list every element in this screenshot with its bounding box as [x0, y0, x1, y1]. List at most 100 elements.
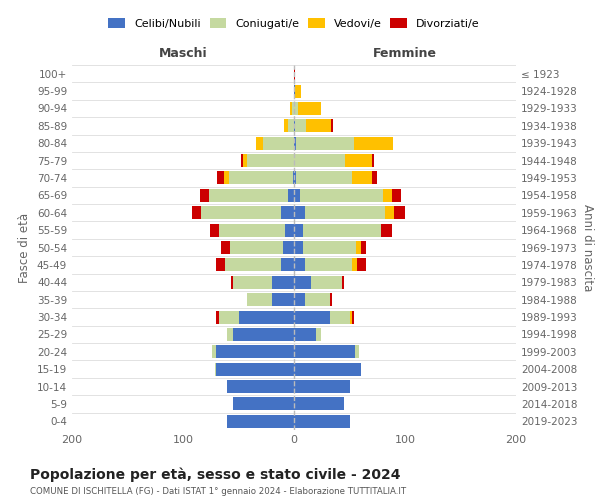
- Bar: [233, 328, 294, 341]
- Bar: [306, 120, 331, 132]
- Bar: [294, 241, 303, 254]
- Bar: [294, 120, 295, 132]
- Bar: [192, 206, 201, 220]
- Bar: [227, 328, 233, 341]
- Bar: [331, 120, 333, 132]
- Bar: [303, 241, 356, 254]
- Bar: [294, 380, 349, 393]
- Bar: [224, 172, 229, 184]
- Bar: [241, 154, 243, 167]
- Bar: [201, 206, 281, 220]
- Bar: [217, 258, 225, 272]
- Bar: [385, 206, 394, 220]
- Bar: [329, 310, 349, 324]
- Bar: [295, 120, 306, 132]
- Bar: [299, 189, 383, 202]
- Bar: [227, 415, 294, 428]
- Bar: [296, 172, 352, 184]
- Bar: [294, 415, 349, 428]
- Bar: [263, 136, 294, 149]
- Bar: [295, 84, 301, 98]
- Bar: [229, 172, 293, 184]
- Bar: [230, 241, 283, 254]
- Bar: [352, 258, 357, 272]
- Bar: [352, 172, 372, 184]
- Bar: [212, 346, 217, 358]
- Bar: [233, 276, 272, 289]
- Bar: [294, 398, 344, 410]
- Bar: [305, 206, 385, 220]
- Bar: [256, 136, 263, 149]
- Bar: [357, 258, 366, 272]
- Bar: [231, 276, 233, 289]
- Bar: [217, 172, 224, 184]
- Bar: [294, 224, 303, 236]
- Bar: [303, 224, 380, 236]
- Bar: [289, 120, 294, 132]
- Bar: [200, 189, 209, 202]
- Bar: [372, 172, 377, 184]
- Bar: [349, 310, 352, 324]
- Bar: [227, 380, 294, 393]
- Bar: [294, 84, 295, 98]
- Bar: [316, 328, 320, 341]
- Bar: [305, 258, 352, 272]
- Bar: [290, 102, 292, 115]
- Bar: [294, 310, 329, 324]
- Bar: [239, 310, 294, 324]
- Bar: [225, 258, 281, 272]
- Bar: [311, 276, 342, 289]
- Bar: [209, 224, 218, 236]
- Bar: [361, 241, 366, 254]
- Bar: [216, 310, 218, 324]
- Y-axis label: Fasce di età: Fasce di età: [19, 212, 31, 282]
- Bar: [294, 189, 299, 202]
- Bar: [272, 293, 294, 306]
- Text: Popolazione per età, sesso e stato civile - 2024: Popolazione per età, sesso e stato civil…: [30, 468, 401, 482]
- Bar: [218, 224, 285, 236]
- Bar: [294, 154, 345, 167]
- Bar: [355, 346, 359, 358]
- Bar: [243, 154, 247, 167]
- Bar: [281, 206, 294, 220]
- Bar: [233, 398, 294, 410]
- Bar: [305, 293, 329, 306]
- Bar: [221, 241, 230, 254]
- Bar: [294, 346, 355, 358]
- Legend: Celibi/Nubili, Coniugati/e, Vedovi/e, Divorziati/e: Celibi/Nubili, Coniugati/e, Vedovi/e, Di…: [104, 14, 484, 34]
- Bar: [294, 206, 305, 220]
- Text: COMUNE DI ISCHITELLA (FG) - Dati ISTAT 1° gennaio 2024 - Elaborazione TUTTITALIA: COMUNE DI ISCHITELLA (FG) - Dati ISTAT 1…: [30, 487, 406, 496]
- Y-axis label: Anni di nascita: Anni di nascita: [581, 204, 594, 291]
- Bar: [289, 189, 294, 202]
- Bar: [293, 172, 294, 184]
- Bar: [284, 120, 289, 132]
- Bar: [294, 258, 305, 272]
- Bar: [383, 189, 392, 202]
- Bar: [285, 224, 294, 236]
- Bar: [294, 276, 311, 289]
- Bar: [294, 136, 296, 149]
- Bar: [294, 102, 298, 115]
- Bar: [294, 67, 295, 80]
- Bar: [392, 189, 401, 202]
- Bar: [394, 206, 405, 220]
- Bar: [356, 241, 361, 254]
- Bar: [354, 136, 393, 149]
- Bar: [292, 102, 294, 115]
- Bar: [294, 362, 361, 376]
- Bar: [294, 172, 296, 184]
- Bar: [345, 154, 372, 167]
- Bar: [281, 258, 294, 272]
- Bar: [342, 276, 344, 289]
- Bar: [294, 293, 305, 306]
- Bar: [247, 154, 294, 167]
- Bar: [296, 136, 354, 149]
- Bar: [298, 102, 320, 115]
- Bar: [372, 154, 374, 167]
- Bar: [247, 293, 272, 306]
- Bar: [380, 224, 392, 236]
- Bar: [215, 362, 217, 376]
- Bar: [283, 241, 294, 254]
- Bar: [272, 276, 294, 289]
- Text: Femmine: Femmine: [373, 47, 437, 60]
